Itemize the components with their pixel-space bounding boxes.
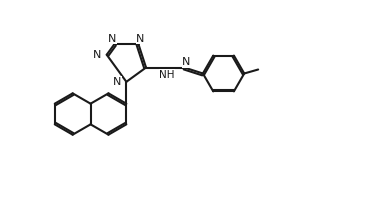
Text: NH: NH <box>159 70 175 80</box>
Text: N: N <box>108 34 117 44</box>
Text: N: N <box>93 50 102 60</box>
Text: N: N <box>182 57 191 67</box>
Text: N: N <box>136 34 145 44</box>
Text: N: N <box>113 77 121 87</box>
